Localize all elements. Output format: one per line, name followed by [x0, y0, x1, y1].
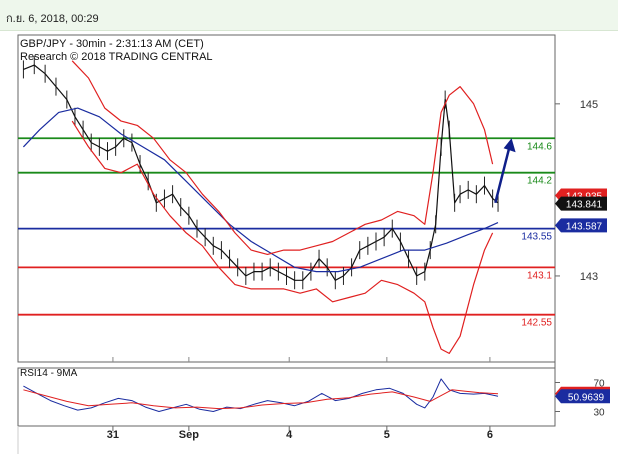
- price-tag-box: [555, 196, 607, 211]
- x-tick-label: 31: [107, 429, 119, 441]
- y-tick-label: 143: [580, 271, 598, 283]
- price-tag: 143.841: [555, 196, 607, 211]
- price-tag-label: 143.841: [566, 200, 603, 211]
- rsi-y-tick-label: 70: [593, 379, 605, 390]
- moving-average-series: [22, 107, 499, 273]
- rsi-panel-frame: [17, 367, 556, 427]
- x-tick-label: Sep: [179, 429, 199, 441]
- band-upper-series: [71, 60, 494, 255]
- rsi-panel-label: RSI14 - 9MA: [20, 368, 78, 379]
- rsi-tag-box: [555, 389, 610, 404]
- x-tick-label: 4: [286, 429, 293, 441]
- level-label: 142.55: [521, 318, 552, 329]
- level-label: 144.6: [527, 141, 552, 152]
- price-series: [23, 64, 499, 281]
- chart-subtitle: Research © 2018 TRADING CENTRAL: [20, 51, 213, 63]
- main-panel-frame: [17, 34, 556, 363]
- rsi-tag: 50.9639: [555, 389, 610, 404]
- y-tick-label: 145: [580, 99, 598, 111]
- level-label: 143.1: [527, 270, 552, 281]
- forecast-arrow-shaft: [494, 145, 511, 204]
- level-label: 144.2: [527, 176, 552, 187]
- rsi-y-tick-label: 30: [593, 408, 605, 419]
- x-tick-label: 5: [384, 429, 390, 441]
- forecast-arrow-head: [503, 138, 516, 153]
- price-tag-box: [555, 218, 607, 233]
- price-tag-label: 143.587: [566, 221, 603, 232]
- price-tag: 143.587: [555, 218, 607, 233]
- band-lower-series: [71, 120, 494, 354]
- top-bar: ก.ย. 6, 2018, 00:29: [0, 0, 618, 31]
- rsi-ma-series: [23, 389, 499, 410]
- level-label: 143.55: [521, 232, 552, 243]
- rsi-series: [23, 378, 499, 412]
- rsi-tag-label: 50.9639: [568, 392, 605, 403]
- chart-title: GBP/JPY - 30min - 2:31:13 AM (CET): [20, 38, 204, 50]
- timestamp: ก.ย. 6, 2018, 00:29: [6, 13, 99, 25]
- x-tick-label: 6: [487, 429, 493, 441]
